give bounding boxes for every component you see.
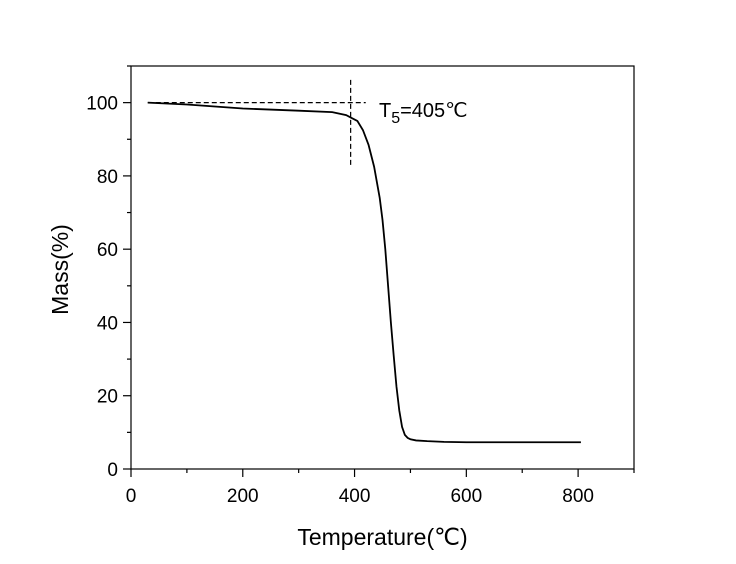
y-tick-label: 0 bbox=[107, 460, 118, 481]
plot-frame bbox=[130, 65, 635, 470]
x-tick-label: 400 bbox=[339, 486, 371, 507]
axis-tick-labels: 0 200 400 600 800 0 20 40 60 80 100 bbox=[86, 94, 594, 507]
y-tick-label: 60 bbox=[97, 240, 118, 261]
t5-label-value: =405℃ bbox=[400, 100, 468, 122]
x-tick-label: 600 bbox=[450, 486, 482, 507]
plot-area: 0 200 400 600 800 0 20 40 60 80 100 bbox=[86, 65, 635, 507]
mass-loss-curve bbox=[147, 101, 581, 444]
y-tick-label: 80 bbox=[97, 167, 118, 188]
t5-annotation bbox=[147, 76, 366, 165]
y-tick-label: 100 bbox=[86, 94, 118, 115]
y-axis-title: Mass(%) bbox=[47, 224, 73, 315]
t5-label: T5=405℃ bbox=[379, 100, 468, 127]
y-tick-label: 40 bbox=[97, 313, 118, 334]
t5-label-main: T bbox=[379, 100, 391, 122]
x-tick-label: 0 bbox=[126, 486, 137, 507]
x-axis-title: Temperature(℃) bbox=[297, 524, 467, 550]
t5-label-subscript: 5 bbox=[391, 110, 400, 127]
x-tick-label: 800 bbox=[562, 486, 594, 507]
x-tick-label: 200 bbox=[227, 486, 259, 507]
y-tick-label: 20 bbox=[97, 387, 118, 408]
axis-ticks bbox=[123, 65, 635, 477]
